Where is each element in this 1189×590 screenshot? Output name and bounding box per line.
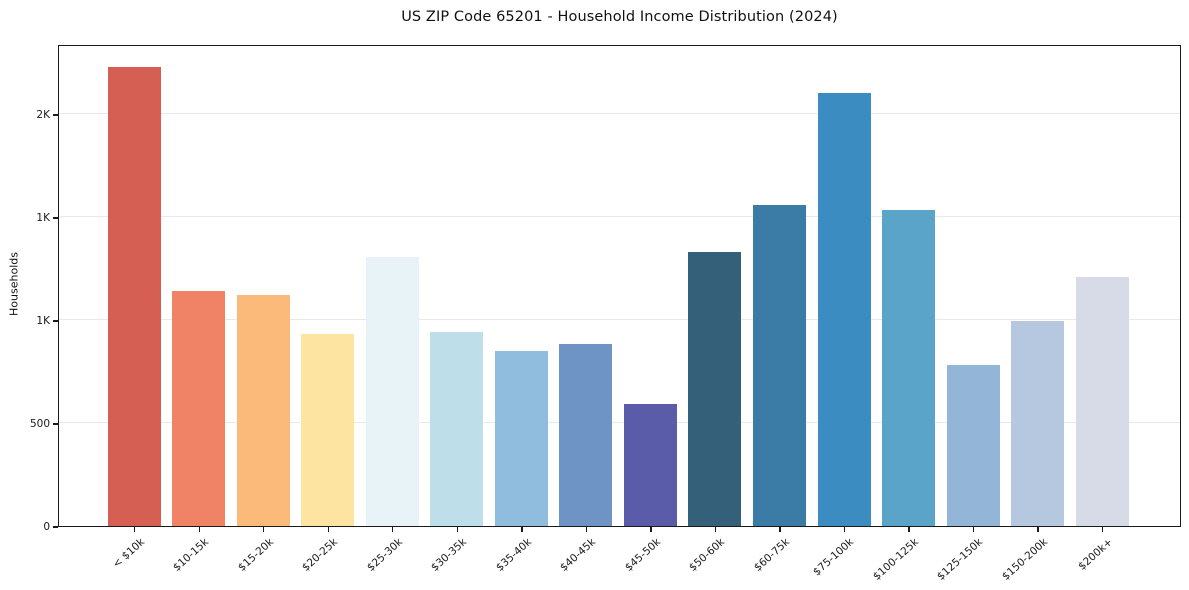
x-tick-label: $45-50k: [622, 536, 663, 574]
x-tick-label: $100-125k: [870, 536, 921, 583]
bar-$75-100k: [817, 93, 871, 526]
y-axis-label: Households: [7, 252, 21, 316]
gridline: [59, 319, 1180, 321]
bar-$150-200k: [1011, 321, 1065, 526]
y-tick-label: 1K: [36, 315, 50, 328]
bar-$125-150k: [946, 365, 1000, 526]
x-tick-mark: [198, 527, 200, 532]
bar-< $10k: [107, 66, 161, 526]
bar-$45-50k: [623, 404, 677, 526]
bar-$50-60k: [688, 252, 742, 526]
x-tick-mark: [1101, 527, 1104, 532]
bar-$60-75k: [753, 204, 806, 526]
x-tick-label: $200k+: [1075, 536, 1115, 573]
y-tick-label: 1K: [36, 212, 50, 225]
x-tick-mark: [714, 527, 717, 532]
y-tick-mark: [53, 423, 58, 425]
y-tick-label: 2K: [36, 109, 50, 122]
y-tick-label: 0: [43, 521, 50, 533]
bar-$35-40k: [494, 350, 548, 526]
x-tick-mark: [392, 527, 394, 532]
x-tick-label: $125-150k: [935, 536, 986, 583]
gridline: [59, 422, 1180, 424]
gridline: [59, 113, 1180, 115]
x-tick-label: $150-200k: [999, 536, 1050, 583]
x-tick-label: $60-75k: [751, 536, 792, 574]
y-tick-mark: [53, 217, 58, 219]
x-tick-mark: [779, 527, 781, 532]
bar-$20-25k: [301, 334, 355, 526]
x-tick-mark: [843, 527, 846, 532]
bar-$200k+: [1075, 276, 1129, 526]
x-tick-label: $15-20k: [235, 536, 276, 574]
x-tick-label: $50-60k: [687, 536, 728, 574]
bar-$10-15k: [172, 291, 226, 526]
x-tick-mark: [1037, 527, 1039, 532]
x-tick-mark: [908, 527, 910, 532]
x-tick-label: $40-45k: [558, 536, 599, 574]
bar-$40-45k: [559, 343, 613, 526]
chart-title: US ZIP Code 65201 - Household Income Dis…: [401, 9, 838, 25]
x-tick-mark: [134, 527, 136, 532]
x-tick-mark: [263, 527, 265, 532]
x-tick-label: $20-25k: [300, 536, 341, 574]
x-tick-mark: [456, 527, 458, 532]
bar-$100-125k: [882, 209, 936, 526]
x-tick-label: $25-30k: [364, 536, 405, 574]
bar-$15-20k: [236, 295, 290, 526]
bar-$25-30k: [365, 257, 419, 526]
x-tick-label: < $10k: [110, 536, 147, 571]
x-tick-mark: [972, 527, 975, 532]
x-tick-label: $35-40k: [493, 536, 534, 574]
bar-$30-35k: [430, 332, 484, 526]
x-tick-label: $30-35k: [429, 536, 470, 574]
plot-area: [58, 45, 1181, 527]
x-tick-label: $10-15k: [171, 536, 212, 574]
x-tick-mark: [521, 527, 523, 532]
x-tick-mark: [650, 527, 652, 532]
y-tick-mark: [53, 526, 58, 528]
gridline: [59, 216, 1180, 218]
x-tick-mark: [327, 527, 329, 532]
x-tick-mark: [585, 527, 588, 532]
y-tick-label: 500: [29, 418, 50, 430]
y-tick-mark: [53, 114, 58, 116]
y-tick-mark: [53, 320, 58, 322]
x-tick-label: $75-100k: [811, 536, 857, 579]
